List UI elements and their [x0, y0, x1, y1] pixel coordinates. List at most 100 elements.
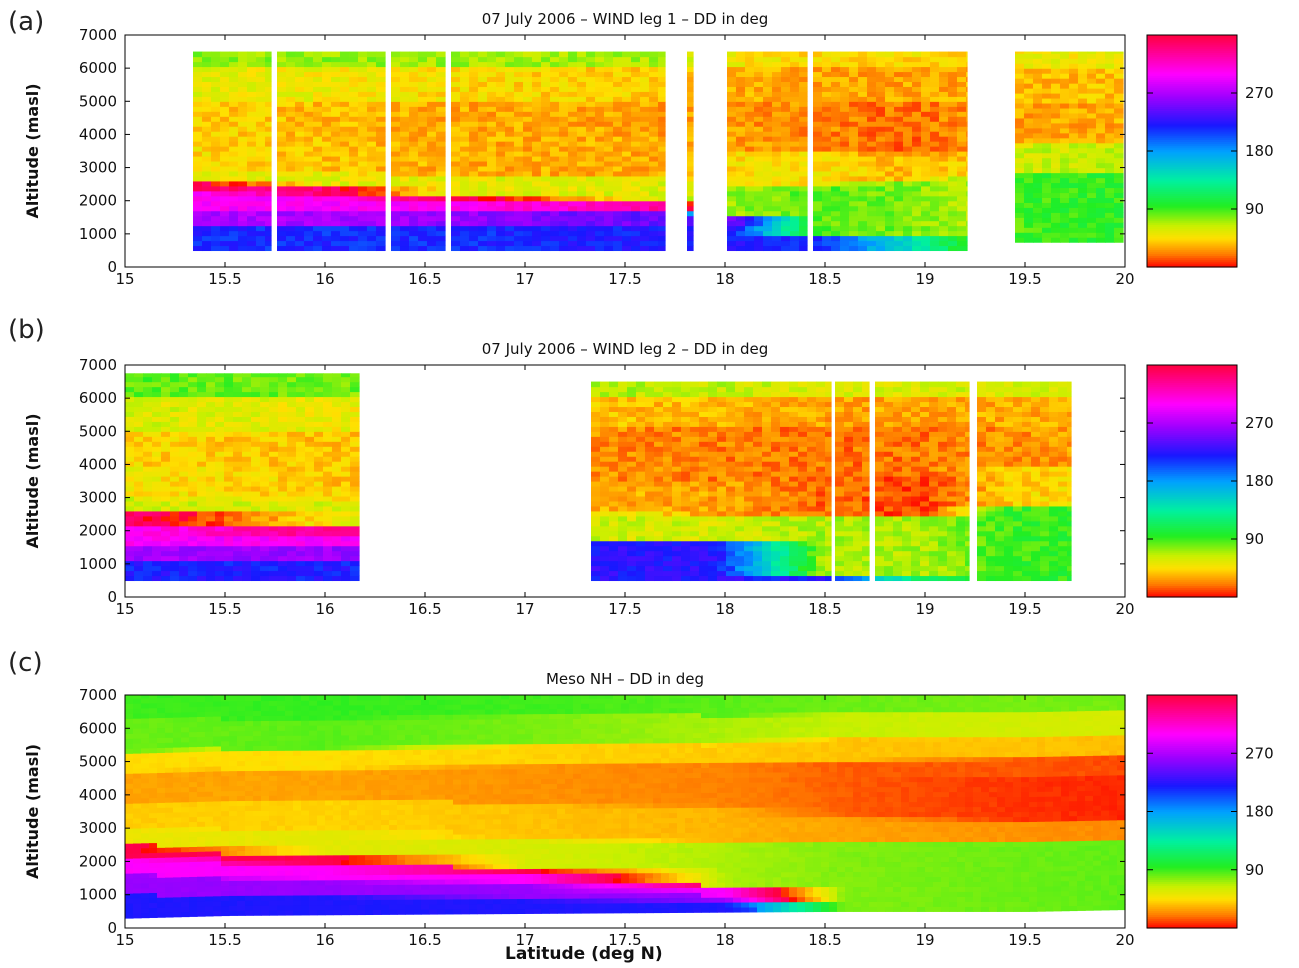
heatmap-cell [858, 195, 868, 202]
heatmap-cell [921, 116, 931, 122]
heatmap-cell [1096, 167, 1106, 174]
heatmap-cell [427, 116, 437, 122]
heatmap-cell [349, 240, 359, 247]
heatmap-cell [903, 81, 913, 87]
heatmap-cell [478, 106, 488, 112]
heatmap-cell [1042, 107, 1052, 114]
heatmap-cell [451, 51, 461, 58]
heatmap-cell [265, 91, 272, 97]
heatmap-cell [332, 495, 342, 502]
heatmap-cell [229, 71, 239, 78]
heatmap-cell [1060, 152, 1070, 159]
heatmap-cell [391, 185, 401, 192]
heatmap-cell [206, 396, 216, 403]
heatmap-cell [229, 151, 239, 157]
heatmap-cell [921, 155, 931, 162]
heatmap-cell [269, 421, 279, 427]
heatmap-cell [568, 111, 578, 117]
heatmap-cell [436, 190, 446, 197]
heatmap-cell [220, 230, 230, 237]
heatmap-cell [957, 210, 967, 217]
heatmap-cell [840, 56, 850, 63]
heatmap-cell [251, 545, 261, 552]
heatmap-cell [229, 205, 239, 212]
heatmap-cell [568, 235, 578, 242]
heatmap-cell [341, 421, 351, 427]
heatmap-cell [939, 195, 949, 202]
heatmap-cell [322, 101, 332, 107]
heatmap-cell [170, 381, 180, 388]
heatmap-cell [921, 165, 931, 172]
heatmap-cell [469, 165, 479, 172]
heatmap-cell [1033, 93, 1043, 99]
heatmap-cell [876, 230, 886, 237]
heatmap-cell [658, 200, 666, 207]
heatmap-cell [727, 121, 737, 127]
heatmap-cell [478, 230, 488, 237]
heatmap-cell [876, 185, 886, 192]
heatmap-cell [478, 170, 488, 177]
heatmap-cell [831, 131, 841, 137]
heatmap-cell [568, 160, 578, 167]
heatmap-cell [152, 495, 162, 502]
heatmap-cell [341, 555, 351, 562]
colorbar-tick-label: 180 [1245, 142, 1274, 160]
heatmap-cell [912, 210, 922, 217]
heatmap-cell [781, 51, 791, 58]
heatmap-cell [541, 185, 551, 192]
heatmap-cell [305, 471, 315, 477]
heatmap-cell [586, 240, 596, 247]
heatmap-cell [1042, 222, 1052, 228]
heatmap-cell [265, 106, 272, 112]
heatmap-cell [1033, 97, 1043, 104]
heatmap-cell [745, 180, 755, 187]
heatmap-cell [220, 160, 230, 167]
heatmap-cell [1069, 53, 1079, 59]
heatmap-cell [332, 535, 342, 542]
heatmap-cell [242, 555, 252, 562]
heatmap-cell [332, 476, 342, 482]
heatmap-cell [1069, 187, 1079, 194]
heatmap-cell [763, 141, 773, 147]
heatmap-cell [736, 116, 746, 122]
heatmap-cell [631, 61, 641, 68]
heatmap-cell [478, 195, 488, 202]
heatmap-cell [265, 170, 272, 177]
heatmap-cell [400, 180, 410, 187]
heatmap-cell [487, 141, 497, 147]
heatmap-cell [577, 81, 587, 87]
heatmap-cell [451, 116, 461, 122]
heatmap-cell [286, 76, 296, 82]
heatmap-cell [649, 136, 659, 142]
heatmap-cell [496, 215, 506, 222]
heatmap-cell [215, 426, 225, 432]
heatmap-cell [831, 245, 841, 252]
heatmap-cell [211, 195, 221, 202]
heatmap-cell [296, 575, 306, 582]
heatmap-cell [376, 56, 386, 63]
heatmap-cell [197, 461, 207, 467]
heatmap-cell [894, 185, 904, 192]
heatmap-cell [313, 225, 323, 232]
heatmap-cell [400, 86, 410, 92]
heatmap-cell [745, 210, 755, 217]
heatmap-cell [188, 373, 198, 378]
heatmap-cell [631, 116, 641, 122]
heatmap-cell [341, 466, 351, 472]
heatmap-cell [577, 205, 587, 212]
heatmap-cell [1042, 93, 1052, 99]
heatmap-cell [568, 81, 578, 87]
heatmap-cell [1024, 122, 1034, 129]
heatmap-cell [295, 71, 305, 78]
heatmap-cell [125, 426, 135, 432]
heatmap-cell [966, 205, 968, 212]
heatmap-cell [332, 376, 342, 383]
heatmap-cell [323, 495, 333, 502]
heatmap-cell [600, 510, 610, 517]
heatmap-cell [322, 86, 332, 92]
heatmap-cell [341, 495, 351, 502]
heatmap-cell [813, 61, 823, 68]
heatmap-cell [358, 220, 368, 227]
heatmap-cell [170, 411, 180, 417]
heatmap-cell [613, 160, 623, 167]
